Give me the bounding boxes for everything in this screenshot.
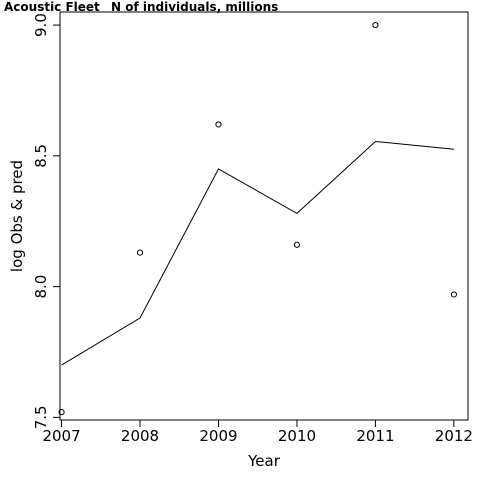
y-tick-label-8.0: 8.0 [32, 275, 50, 299]
observed-point-2012 [450, 291, 457, 298]
x-tick-label-2008: 2008 [121, 427, 159, 445]
predicted-line-group [61, 140, 454, 366]
x-tick-label-2009: 2009 [199, 427, 237, 445]
y-tick-label-8.5: 8.5 [32, 144, 50, 168]
observed-point-2009 [215, 121, 222, 128]
y-tick-label-9.0: 9.0 [32, 13, 50, 37]
y-axis: 7.5 8.0 8.5 9.0 [32, 13, 60, 429]
x-tick-label-2010: 2010 [278, 427, 316, 445]
y-axis-label: log Obs & pred [8, 160, 26, 272]
observed-point-2007 [58, 409, 65, 416]
observed-point-2011 [372, 21, 379, 29]
predicted-line [61, 140, 454, 366]
plot-frame [59, 11, 469, 421]
x-tick-label-2007: 2007 [42, 427, 80, 445]
y-tick-label-7.5: 7.5 [32, 405, 50, 429]
chart-title-right: N of individuals, millions [111, 0, 278, 14]
x-axis: 2007 2008 2009 2010 2011 2012 [42, 420, 473, 445]
x-tick-label-2011: 2011 [356, 427, 394, 445]
x-tick-label-2012: 2012 [435, 427, 473, 445]
observed-point-2010 [293, 241, 301, 248]
observed-point-2008 [136, 249, 144, 256]
chart-title-left: Acoustic Fleet [4, 0, 100, 14]
observed-points-group [58, 21, 457, 416]
x-axis-label: Year [247, 452, 281, 470]
